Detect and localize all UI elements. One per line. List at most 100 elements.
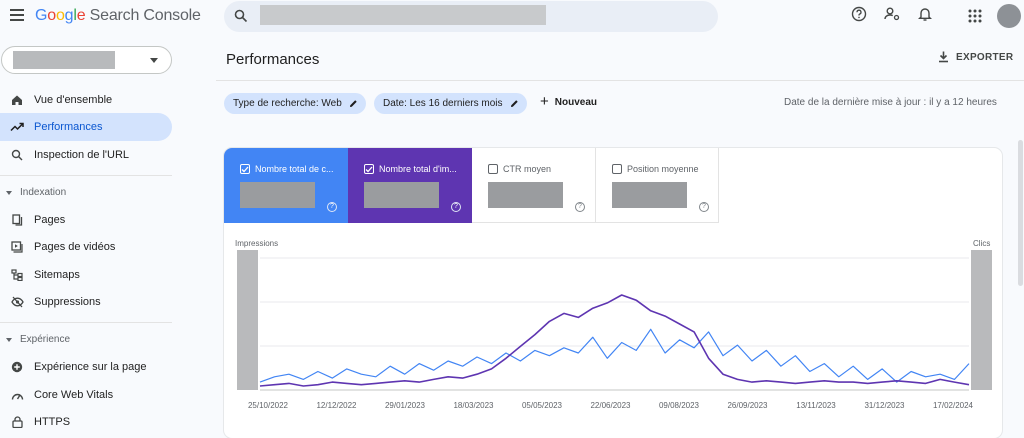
metric-card-clicks[interactable]: Nombre total de c... ? [224,148,348,223]
x-tick-label: 09/08/2023 [659,401,700,410]
logo-letter: l [73,7,77,24]
y-axis-label-left: Impressions [235,239,279,248]
avatar[interactable] [997,4,1021,28]
property-selector[interactable] [1,46,172,74]
trending-up-icon [0,122,34,132]
edit-icon [510,100,518,107]
x-tick-label: 31/12/2023 [864,401,905,410]
sidebar-item-url-inspection[interactable]: Inspection de l'URL [0,141,172,169]
x-tick-label: 25/10/2022 [248,401,289,410]
metric-label: Position moyenne [627,164,699,174]
logo-letter: G [35,7,48,24]
sidebar-item-label: Expérience sur la page [34,361,147,373]
logo-letter: e [76,7,86,24]
metric-card-position[interactable]: Position moyenne ? [596,148,719,223]
metric-label: Nombre total de c... [255,164,334,174]
x-tick-label: 17/02/2024 [933,401,974,410]
section-label: Expérience [20,334,71,345]
manage-accounts-icon[interactable] [884,6,901,22]
help-icon[interactable]: ? [699,202,709,212]
chevron-down-icon [150,58,158,63]
apps-grid-icon[interactable] [968,9,982,23]
search-icon [0,149,34,161]
export-button[interactable]: EXPORTER [938,51,1013,63]
section-experience[interactable]: Expérience [6,334,70,345]
redacted-property-name [13,51,115,69]
sidebar-item-label: Core Web Vitals [34,389,114,401]
chip-label: Type de recherche: Web [233,98,342,109]
add-filter-button[interactable]: + Nouveau [540,93,597,110]
sidebar-item-label: Suppressions [34,296,101,308]
x-tick-label: 05/05/2023 [522,401,563,410]
sidebar-item-performance[interactable]: Performances [0,113,172,141]
redacted-metric-value [612,182,687,208]
redacted-metric-value [364,182,439,208]
edit-icon [349,100,357,107]
sidebar-item-https[interactable]: HTTPS [0,408,172,436]
redacted-metric-value [488,182,563,208]
sidebar-item-video-pages[interactable]: Pages de vidéos [0,233,172,261]
divider [0,322,172,323]
redacted-right-axis [971,250,992,390]
lock-icon [0,416,34,428]
sidebar-item-sitemaps[interactable]: Sitemaps [0,261,172,289]
menu-icon[interactable] [10,9,24,21]
redacted-metric-value [240,182,315,208]
add-circle-icon [0,361,34,373]
chip-label: Date: Les 16 derniers mois [383,98,503,109]
logo-letter: o [47,7,56,24]
logo-letter: g [64,7,74,24]
redacted-left-axis [237,250,258,390]
metric-card-impressions[interactable]: Nombre total d'im... ? [348,148,472,223]
chevron-down-icon [6,337,12,342]
sidebar-item-overview[interactable]: Vue d'ensemble [0,86,172,114]
help-icon[interactable] [851,6,867,22]
divider [216,80,1024,81]
sidebar-item-label: Performances [34,121,103,133]
sidebar-item-label: Pages [34,214,66,226]
app-logo[interactable]: Google Search Console [35,7,201,25]
help-icon[interactable]: ? [327,202,337,212]
performance-card: Nombre total de c... ? Nombre total d'im… [224,148,1002,438]
redacted-search-value [260,5,546,25]
metric-label: Nombre total d'im... [379,164,457,174]
plus-icon: + [540,93,549,110]
notifications-icon[interactable] [918,6,932,22]
download-icon [939,51,948,63]
series-line-impressions[interactable] [259,294,970,387]
help-icon[interactable]: ? [451,202,461,212]
sidebar-item-label: Sitemaps [34,269,80,281]
x-tick-label: 18/03/2023 [453,401,494,410]
scrollbar[interactable] [1018,140,1023,286]
sidebar-item-pages[interactable]: Pages [0,206,172,234]
checkbox-unchecked-icon[interactable] [488,164,498,174]
checkbox-checked-icon[interactable] [364,164,374,174]
search-input[interactable] [224,1,718,32]
section-indexation[interactable]: Indexation [6,187,66,198]
page-title: Performances [226,51,320,68]
x-tick-label: 12/12/2022 [316,401,357,410]
sidebar-item-label: Inspection de l'URL [34,149,130,161]
sitemap-icon [0,269,34,281]
filter-chip-search-type[interactable]: Type de recherche: Web [224,93,366,114]
home-icon [0,94,34,106]
series-line-clics[interactable] [259,328,970,383]
search-icon [234,9,248,23]
sidebar-item-page-experience[interactable]: Expérience sur la page [0,353,172,381]
sidebar-item-core-web-vitals[interactable]: Core Web Vitals [0,381,172,409]
add-filter-label: Nouveau [554,96,597,108]
metric-card-ctr[interactable]: CTR moyen ? [472,148,596,223]
checkbox-unchecked-icon[interactable] [612,164,622,174]
sidebar-item-removals[interactable]: Suppressions [0,288,172,316]
filter-chip-date[interactable]: Date: Les 16 derniers mois [374,93,527,114]
x-tick-label: 26/09/2023 [727,401,768,410]
video-pages-icon [0,241,34,253]
performance-chart[interactable]: 25/10/2022 12/12/2022 29/01/2023 18/03/2023… [224,148,1002,438]
help-icon[interactable]: ? [575,202,585,212]
sidebar-item-label: Pages de vidéos [34,241,116,253]
x-tick-label: 29/01/2023 [385,401,426,410]
sidebar-item-label: Vue d'ensemble [34,94,113,106]
section-label: Indexation [20,187,67,198]
checkbox-checked-icon[interactable] [240,164,250,174]
x-tick-label: 22/06/2023 [590,401,631,410]
